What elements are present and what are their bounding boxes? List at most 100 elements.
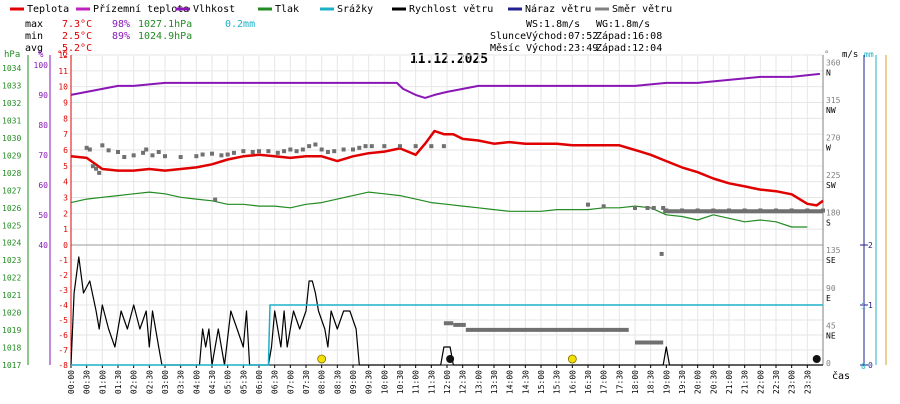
- legend-item: Náraz větru: [508, 3, 591, 15]
- x-tick-label: 02:00: [130, 370, 139, 394]
- dir-point: [645, 205, 650, 210]
- stats-avg-label: avg: [25, 43, 43, 54]
- stats-max-press: 1027.1hPa: [138, 19, 192, 30]
- temp-tick-label: 8: [63, 114, 68, 123]
- x-tick-label: 20:00: [694, 370, 703, 394]
- dir-point: [441, 144, 446, 149]
- press-tick-label: 1022: [2, 274, 21, 283]
- legend-item: Směr větru: [595, 3, 672, 15]
- dir-point: [661, 205, 666, 210]
- press-tick-label: 1026: [2, 204, 21, 213]
- unit-temp: °C: [57, 50, 68, 60]
- temp-tick-label: 6: [63, 146, 68, 155]
- dir-tick-label: 180: [826, 209, 841, 218]
- dir-point: [300, 147, 305, 152]
- stats-max-rain: 0.2mm: [225, 19, 255, 30]
- dir-compass-label: SW: [826, 181, 836, 190]
- x-tick-label: 21:00: [725, 370, 734, 394]
- dir-point: [250, 150, 255, 155]
- legend-label: Přízemní teplota: [93, 3, 189, 15]
- stats-min-label: min: [25, 31, 43, 42]
- hum-tick-label: 80: [38, 121, 48, 130]
- plot-area: [70, 72, 825, 366]
- series-rain: [71, 304, 823, 366]
- stats-min-temp: 2.5°C: [62, 31, 92, 42]
- press-tick-label: 1033: [2, 82, 21, 91]
- legend-item: Vlhkost: [176, 4, 235, 15]
- legend-item: Srážky: [320, 3, 373, 15]
- x-tick-label: 12:30: [459, 370, 468, 394]
- legend: Teplota Přízemní teplota Vlhkost Tlak Srážky…: [10, 3, 672, 15]
- dir-tick-label: 225: [826, 171, 841, 180]
- x-tick-label: 17:30: [615, 370, 624, 394]
- dir-point: [307, 144, 312, 149]
- sun-icon: [317, 354, 327, 364]
- x-tick-label: 23:30: [803, 370, 812, 394]
- rain-tick-label: 1: [861, 302, 866, 311]
- legend-label: Směr větru: [612, 3, 672, 15]
- legend-item: Teplota: [10, 4, 69, 15]
- wind-tick-label: 1: [868, 301, 873, 310]
- temp-tick-label: -3: [58, 286, 68, 295]
- press-tick-label: 1030: [2, 134, 21, 143]
- temp-tick-label: 2: [63, 209, 68, 218]
- series-hum: [70, 72, 821, 99]
- dir-point: [194, 154, 199, 159]
- stats-wg: WG:1.8m/s: [596, 19, 650, 30]
- dir-point: [601, 204, 606, 209]
- unit-rain: mm: [864, 50, 874, 59]
- wind-direction-points: [84, 142, 825, 345]
- x-tick-label: 15:00: [537, 370, 546, 394]
- dir-compass-label: W: [826, 143, 831, 152]
- x-tick-label: 04:00: [192, 370, 201, 394]
- temp-tick-label: -2: [58, 271, 68, 280]
- dir-point: [84, 145, 89, 150]
- press-tick-label: 1027: [2, 186, 21, 195]
- dir-point: [163, 154, 167, 159]
- x-tick-label: 06:30: [271, 370, 280, 394]
- dir-point: [210, 151, 214, 156]
- dir-point: [144, 147, 149, 152]
- rain-tick-label: 0: [861, 362, 866, 371]
- x-tick-label: 19:30: [678, 370, 687, 394]
- dir-point: [351, 147, 355, 152]
- press-tick-label: 1028: [2, 169, 21, 178]
- x-tick-label: 16:30: [584, 370, 593, 394]
- dir-tick-label: 360: [826, 58, 841, 67]
- dir-point: [429, 144, 434, 149]
- dir-point: [382, 144, 387, 149]
- temp-tick-label: 12: [58, 51, 68, 60]
- stats-min-hum: 89%: [112, 31, 130, 42]
- wind-tick-label: 2: [868, 241, 873, 250]
- x-tick-label: 05:00: [224, 370, 233, 394]
- dir-point: [369, 144, 374, 149]
- temp-tick-label: 5: [63, 162, 68, 171]
- hum-tick-label: 90: [38, 91, 48, 100]
- x-tick-label: 05:30: [239, 370, 248, 394]
- stats-moon-set: Západ:12:04: [596, 42, 662, 54]
- dir-compass-label: SE: [826, 256, 836, 265]
- x-tick-label: 08:30: [333, 370, 342, 394]
- temp-tick-label: 0: [63, 241, 68, 250]
- dir-tick-label: 135: [826, 246, 841, 255]
- x-tick-label: 09:30: [365, 370, 374, 394]
- dir-point: [100, 143, 105, 148]
- legend-label: Tlak: [275, 4, 299, 15]
- x-tick-label: 23:00: [788, 370, 797, 394]
- x-tick-label: 20:30: [709, 370, 718, 394]
- moon-icon: [812, 355, 821, 363]
- x-tick-label: 14:00: [506, 370, 515, 394]
- x-tick-label: 10:00: [380, 370, 389, 394]
- dir-point: [87, 147, 92, 152]
- x-tick-label: 10:30: [396, 370, 405, 394]
- dir-point: [586, 202, 590, 207]
- stats-sun-rise: Východ:07:52: [526, 30, 598, 42]
- hum-tick-label: 40: [38, 241, 48, 250]
- press-tick-label: 1029: [2, 151, 21, 160]
- legend-item: Rychlost větru: [392, 3, 493, 15]
- legend-label: Náraz větru: [525, 3, 591, 15]
- press-tick-label: 1018: [2, 344, 21, 353]
- legend-label: Vlhkost: [193, 4, 235, 15]
- legend-label: Teplota: [27, 4, 69, 15]
- dir-compass-label: E: [826, 294, 831, 303]
